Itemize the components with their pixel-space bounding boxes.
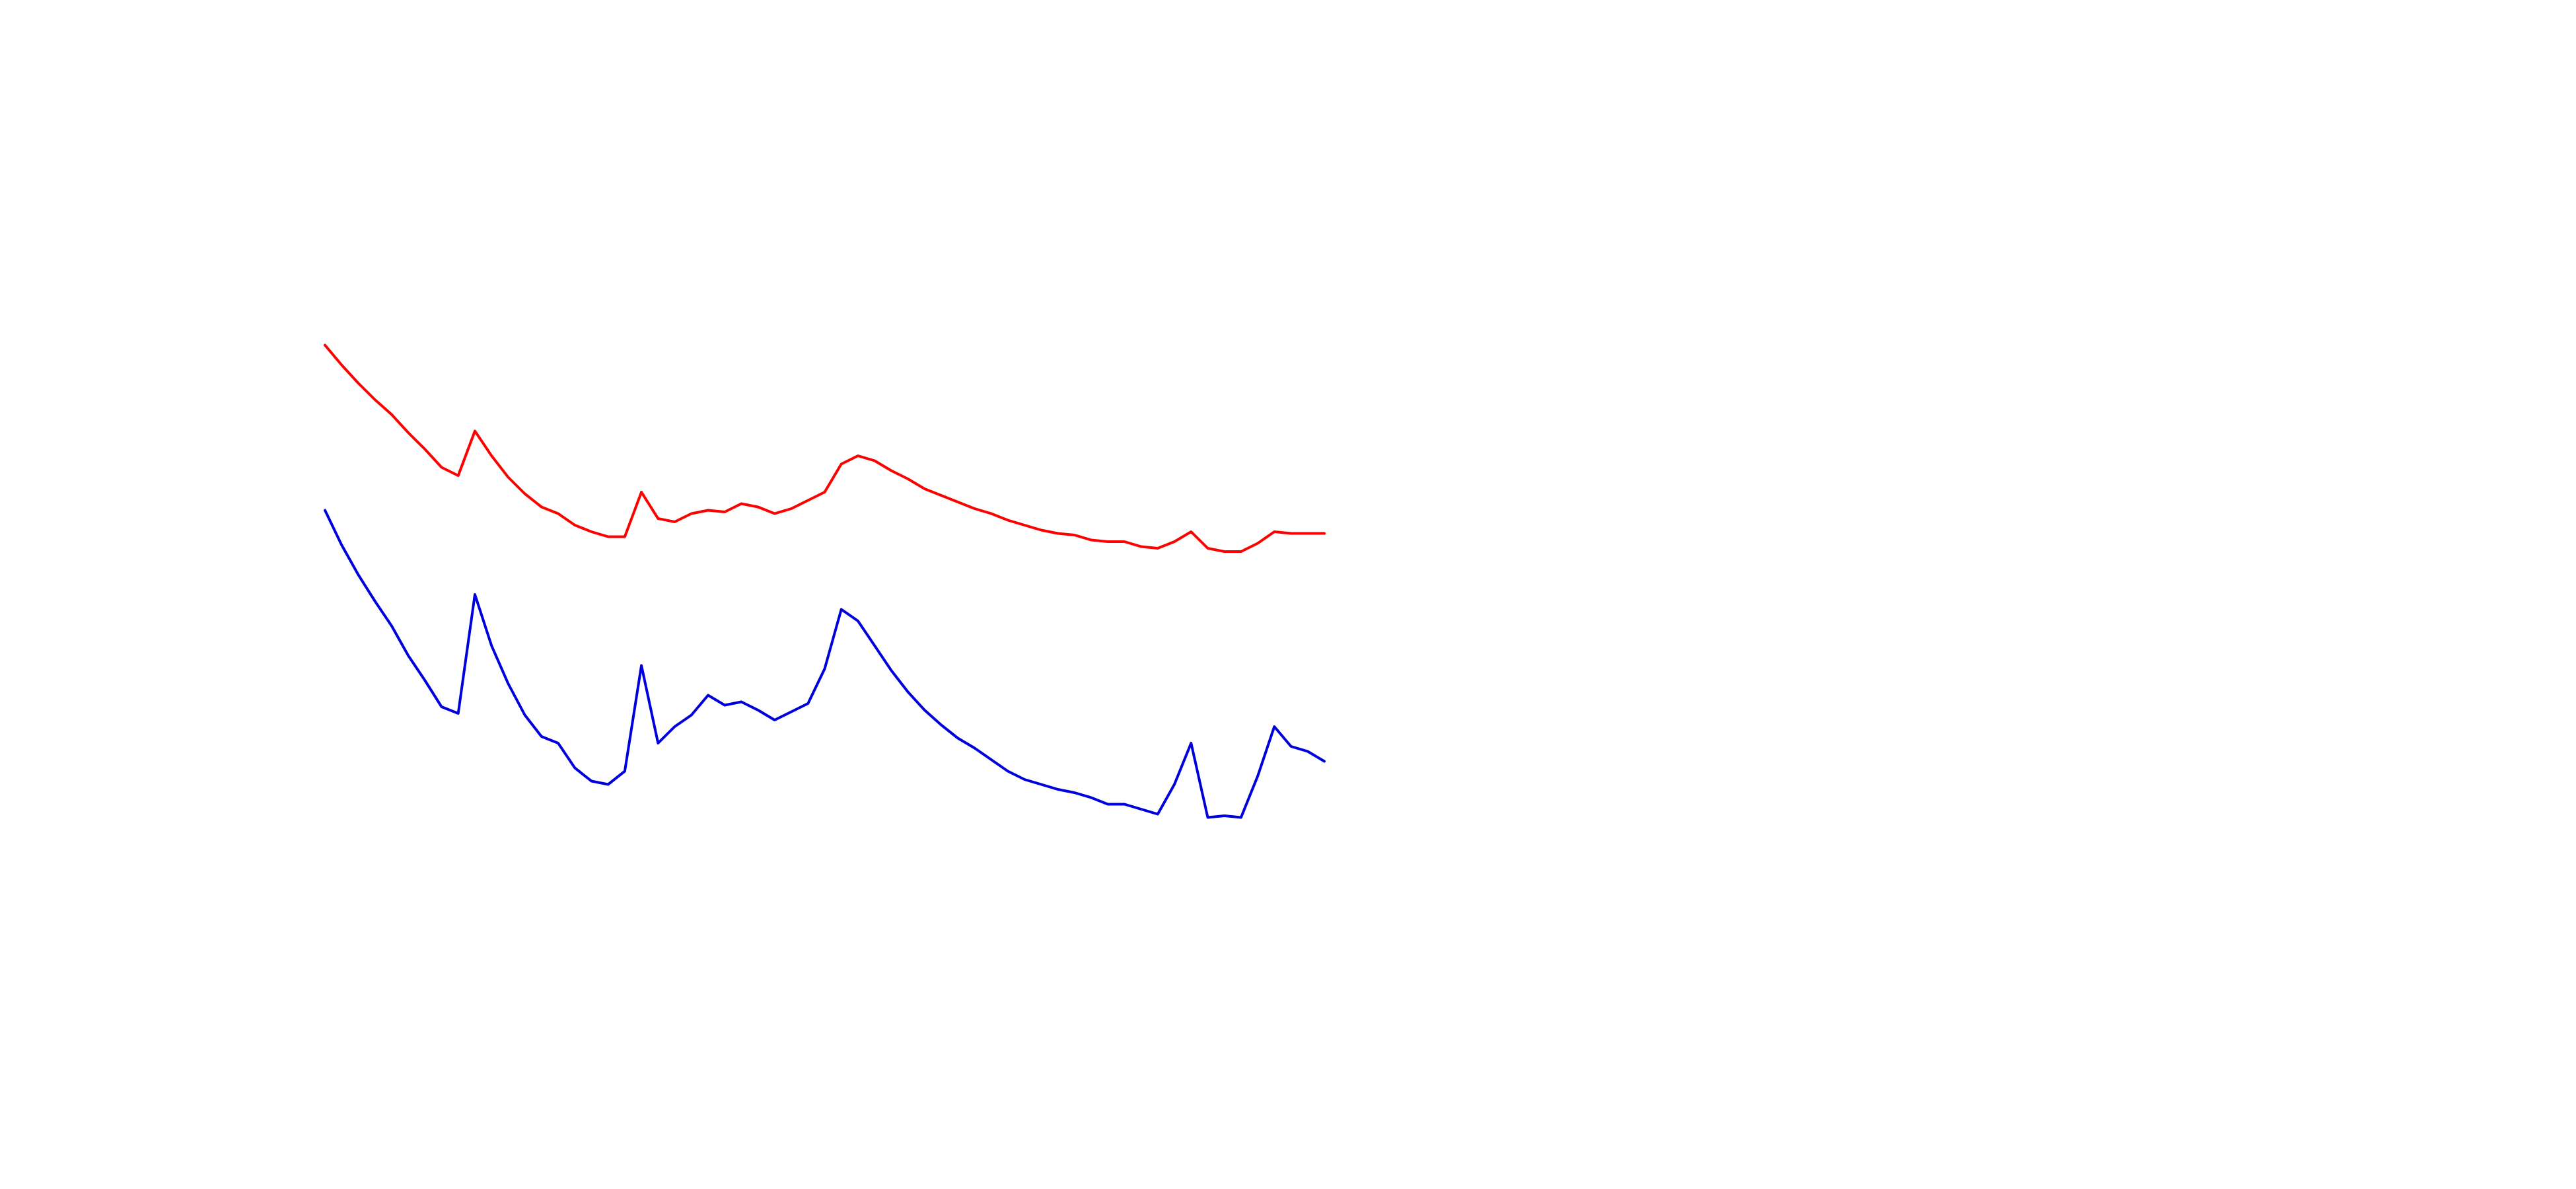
data-line [324, 509, 1326, 819]
data-line [324, 343, 1326, 553]
